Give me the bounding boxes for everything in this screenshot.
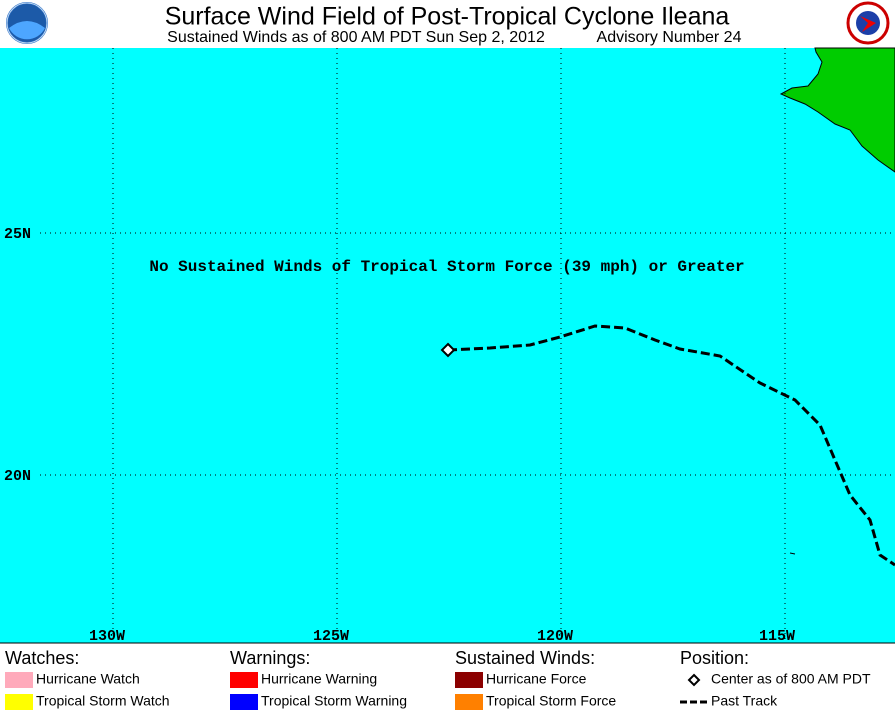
legend-group-title: Watches: (5, 648, 79, 668)
center-marker (440, 342, 456, 358)
lat-label: 20N (4, 468, 31, 485)
legend-label: Hurricane Watch (36, 671, 140, 687)
graticule (40, 48, 895, 643)
lon-label: 130W (89, 628, 125, 645)
legend-swatch (455, 694, 483, 710)
legend-swatch (455, 672, 483, 688)
legend-swatch (5, 694, 33, 710)
subtitle: Sustained Winds as of 800 AM PDT Sun Sep… (167, 29, 545, 46)
message: No Sustained Winds of Tropical Storm For… (149, 258, 744, 276)
legend: Watches: Hurricane Watch Tropical Storm Wa… (5, 648, 871, 710)
legend-group-title: Sustained Winds: (455, 648, 595, 668)
lon-label: 115W (759, 628, 795, 645)
legend-group-title: Position: (680, 648, 749, 668)
legend-label: Past Track (711, 693, 778, 709)
island (789, 552, 796, 555)
legend-center-icon (687, 673, 701, 687)
legend-swatch (230, 694, 258, 710)
lat-label: 25N (4, 226, 31, 243)
nws-logo (846, 1, 890, 45)
legend-label: Hurricane Force (486, 671, 587, 687)
land (779, 47, 895, 173)
lon-label: 120W (537, 628, 573, 645)
legend-label: Hurricane Warning (261, 671, 377, 687)
past-track (447, 324, 895, 567)
legend-label: Tropical Storm Warning (261, 693, 407, 709)
lon-label: 125W (313, 628, 349, 645)
legend-swatch (230, 672, 258, 688)
legend-swatch (5, 672, 33, 688)
advisory: Advisory Number 24 (597, 29, 742, 46)
legend-label: Tropical Storm Force (486, 693, 616, 709)
title: Surface Wind Field of Post-Tropical Cycl… (165, 3, 730, 31)
legend-group-title: Warnings: (230, 648, 310, 668)
legend-label: Tropical Storm Watch (36, 693, 170, 709)
noaa-logo (6, 2, 48, 44)
legend-label: Center as of 800 AM PDT (711, 671, 871, 687)
